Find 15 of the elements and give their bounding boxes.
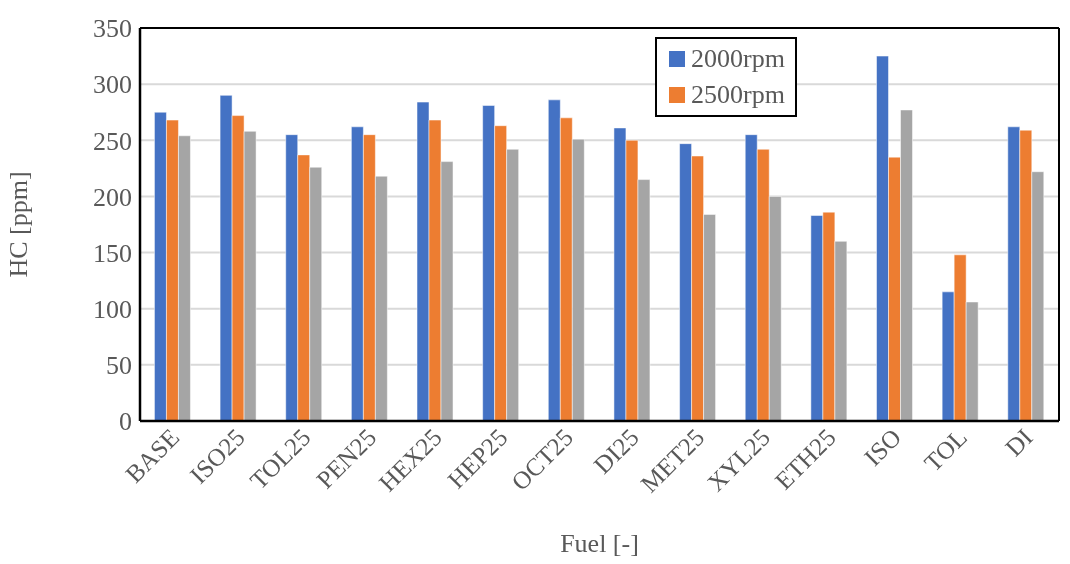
y-tick-label: 250: [93, 126, 132, 156]
y-tick-label: 200: [93, 182, 132, 212]
legend-label: 2000rpm: [691, 43, 785, 75]
x-tick-label: ISO: [858, 423, 907, 472]
y-tick-label: 50: [106, 351, 132, 381]
y-axis-title: HC [ppm]: [4, 171, 34, 278]
y-tick-label: 300: [93, 70, 132, 100]
y-tick-label: 0: [119, 407, 132, 437]
x-tick-label: TOL: [918, 423, 973, 477]
legend-label: 2500rpm: [691, 79, 785, 111]
x-axis-title: Fuel [-]: [560, 529, 639, 558]
y-tick-label: 100: [93, 294, 132, 324]
x-tick-label: DI: [999, 423, 1038, 462]
y-tick-label: 150: [93, 238, 132, 268]
y-tick-label: 350: [93, 14, 132, 44]
